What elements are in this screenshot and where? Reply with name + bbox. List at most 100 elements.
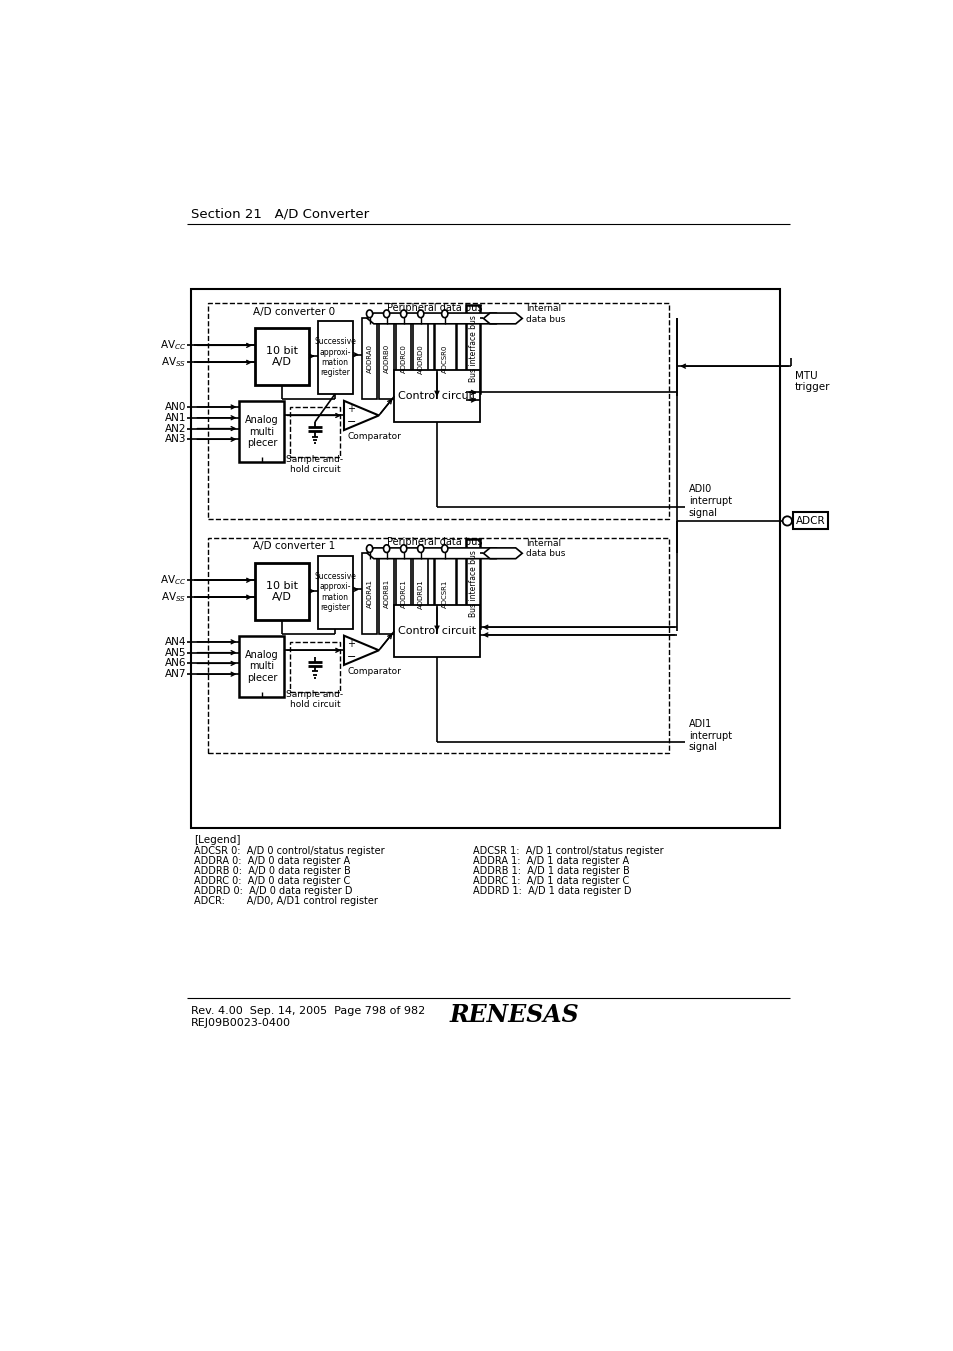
Bar xyxy=(208,303,669,519)
Text: ADDRA 1:  A/D 1 data register A: ADDRA 1: A/D 1 data register A xyxy=(473,855,629,866)
Text: ADCSR 1:  A/D 1 control/status register: ADCSR 1: A/D 1 control/status register xyxy=(473,846,663,855)
Text: Comparator: Comparator xyxy=(348,432,401,440)
Text: REJ09B0023-0400: REJ09B0023-0400 xyxy=(191,1019,291,1028)
Polygon shape xyxy=(483,313,521,324)
Text: Sample and-
hold circuit: Sample and- hold circuit xyxy=(286,690,343,709)
Ellipse shape xyxy=(400,309,406,317)
Bar xyxy=(317,320,353,394)
Text: Control circuit: Control circuit xyxy=(397,392,476,401)
Text: ADDRB 0:  A/D 0 data register B: ADDRB 0: A/D 0 data register B xyxy=(194,866,351,875)
Text: ADDRB0: ADDRB0 xyxy=(383,345,389,373)
Text: Internal
data bus: Internal data bus xyxy=(525,539,565,558)
Polygon shape xyxy=(483,549,521,559)
Text: Analog
multi
plecer: Analog multi plecer xyxy=(245,650,278,684)
Text: AN5: AN5 xyxy=(165,647,187,658)
Text: −: − xyxy=(347,417,356,427)
Text: +: + xyxy=(347,639,355,648)
Text: ADDRD 1:  A/D 1 data register D: ADDRD 1: A/D 1 data register D xyxy=(473,885,631,896)
Bar xyxy=(413,319,428,400)
Bar xyxy=(239,636,284,697)
Polygon shape xyxy=(367,313,502,324)
Text: ADCR: ADCR xyxy=(796,516,825,526)
Text: AN3: AN3 xyxy=(165,434,187,444)
Bar xyxy=(434,554,456,634)
Text: Peripheral data bus: Peripheral data bus xyxy=(387,303,482,312)
Text: Successive
approxi-
mation
register: Successive approxi- mation register xyxy=(314,571,355,612)
Text: Comparator: Comparator xyxy=(348,666,401,676)
Text: AN4: AN4 xyxy=(165,636,187,647)
Text: ADI1
interrupt
signal: ADI1 interrupt signal xyxy=(688,719,731,753)
Text: Successive
approxi-
mation
register: Successive approxi- mation register xyxy=(314,338,355,377)
Polygon shape xyxy=(344,636,378,665)
Bar xyxy=(361,319,377,400)
Bar xyxy=(254,328,309,385)
Bar xyxy=(208,538,669,754)
Ellipse shape xyxy=(366,544,373,553)
Text: AV$_{SS}$: AV$_{SS}$ xyxy=(161,355,187,369)
Bar xyxy=(466,539,480,628)
Bar xyxy=(466,304,480,393)
Text: ADDRC1: ADDRC1 xyxy=(400,580,406,608)
Bar xyxy=(394,370,479,423)
Bar xyxy=(378,319,394,400)
Text: MTU
trigger: MTU trigger xyxy=(794,370,830,392)
Ellipse shape xyxy=(400,544,406,553)
Text: ADDRA0: ADDRA0 xyxy=(366,345,373,373)
Text: Bus interface bus: Bus interface bus xyxy=(469,315,477,382)
Bar xyxy=(395,554,411,634)
Text: +: + xyxy=(347,404,355,413)
Text: Control circuit: Control circuit xyxy=(397,626,476,636)
Text: AN2: AN2 xyxy=(165,424,187,434)
Ellipse shape xyxy=(441,544,447,553)
Text: ADDRD 0:  A/D 0 data register D: ADDRD 0: A/D 0 data register D xyxy=(194,885,353,896)
Text: −: − xyxy=(347,651,356,662)
Text: ADCR:       A/D0, A/D1 control register: ADCR: A/D0, A/D1 control register xyxy=(194,896,378,905)
Text: AV$_{CC}$: AV$_{CC}$ xyxy=(160,339,187,353)
Bar xyxy=(254,562,309,620)
Text: Peripheral data bus: Peripheral data bus xyxy=(387,538,482,547)
Text: ADDRA 0:  A/D 0 data register A: ADDRA 0: A/D 0 data register A xyxy=(194,855,350,866)
Bar xyxy=(290,407,340,457)
Text: ADDRC 1:  A/D 1 data register C: ADDRC 1: A/D 1 data register C xyxy=(473,875,629,885)
Text: AN0: AN0 xyxy=(165,403,187,412)
Text: RENESAS: RENESAS xyxy=(449,1004,578,1027)
Bar xyxy=(361,554,377,634)
Text: ADDRA1: ADDRA1 xyxy=(366,580,373,608)
Bar xyxy=(413,554,428,634)
Polygon shape xyxy=(344,401,378,430)
Bar xyxy=(793,512,827,530)
Ellipse shape xyxy=(781,516,791,526)
Text: ADDRC0: ADDRC0 xyxy=(400,345,406,373)
Text: ADCSR1: ADCSR1 xyxy=(441,580,447,608)
Text: ADCSR0: ADCSR0 xyxy=(441,345,447,373)
Bar xyxy=(239,401,284,462)
Text: Analog
multi
plecer: Analog multi plecer xyxy=(245,415,278,449)
Bar xyxy=(317,555,353,628)
Bar xyxy=(191,289,779,828)
Ellipse shape xyxy=(383,309,390,317)
Ellipse shape xyxy=(441,309,447,317)
Text: Sample and-
hold circuit: Sample and- hold circuit xyxy=(286,455,343,474)
Text: 10 bit
A/D: 10 bit A/D xyxy=(266,581,297,603)
Polygon shape xyxy=(367,549,502,559)
Text: AV$_{SS}$: AV$_{SS}$ xyxy=(161,590,187,604)
Text: Section 21   A/D Converter: Section 21 A/D Converter xyxy=(191,208,368,222)
Ellipse shape xyxy=(383,544,390,553)
Text: ADDRB 1:  A/D 1 data register B: ADDRB 1: A/D 1 data register B xyxy=(473,866,630,875)
Bar xyxy=(394,605,479,657)
Bar xyxy=(395,319,411,400)
Text: ADDRB1: ADDRB1 xyxy=(383,580,389,608)
Bar xyxy=(378,554,394,634)
Text: A/D converter 0: A/D converter 0 xyxy=(253,307,335,316)
Bar xyxy=(434,319,456,400)
Text: AN6: AN6 xyxy=(165,658,187,669)
Text: ADDRC 0:  A/D 0 data register C: ADDRC 0: A/D 0 data register C xyxy=(194,875,351,885)
Text: ADDRD0: ADDRD0 xyxy=(417,345,423,374)
Ellipse shape xyxy=(417,544,423,553)
Text: Internal
data bus: Internal data bus xyxy=(525,304,565,323)
Text: ADI0
interrupt
signal: ADI0 interrupt signal xyxy=(688,484,731,517)
Ellipse shape xyxy=(366,309,373,317)
Text: AN7: AN7 xyxy=(165,669,187,680)
Ellipse shape xyxy=(417,309,423,317)
Text: ADCSR 0:  A/D 0 control/status register: ADCSR 0: A/D 0 control/status register xyxy=(194,846,385,855)
